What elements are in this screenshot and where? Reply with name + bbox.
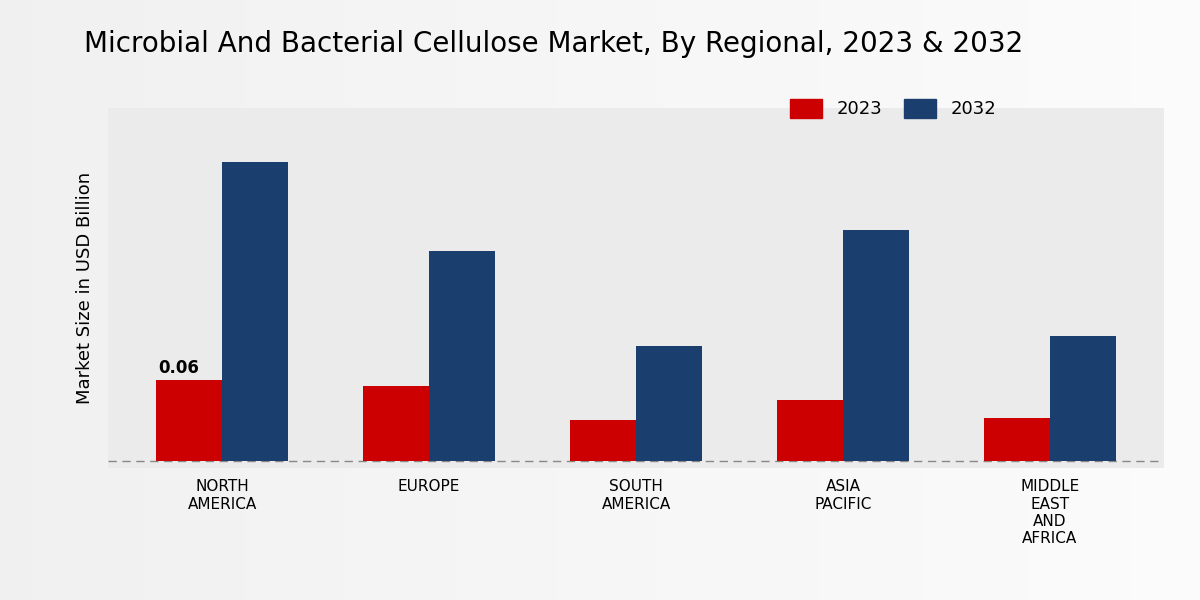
Bar bbox=[636, 346, 702, 461]
Y-axis label: Market Size in USD Billion: Market Size in USD Billion bbox=[76, 172, 94, 404]
Text: 0.06: 0.06 bbox=[158, 359, 199, 377]
Bar bbox=[984, 418, 1050, 461]
Bar bbox=[1050, 336, 1116, 461]
Text: Microbial And Bacterial Cellulose Market, By Regional, 2023 & 2032: Microbial And Bacterial Cellulose Market… bbox=[84, 30, 1024, 58]
Bar bbox=[362, 386, 430, 461]
Bar bbox=[222, 163, 288, 461]
Legend: 2023, 2032: 2023, 2032 bbox=[790, 99, 996, 118]
Bar bbox=[570, 421, 636, 461]
Bar bbox=[776, 400, 842, 461]
Bar bbox=[156, 380, 222, 461]
Bar bbox=[430, 251, 496, 461]
Bar bbox=[842, 230, 910, 461]
